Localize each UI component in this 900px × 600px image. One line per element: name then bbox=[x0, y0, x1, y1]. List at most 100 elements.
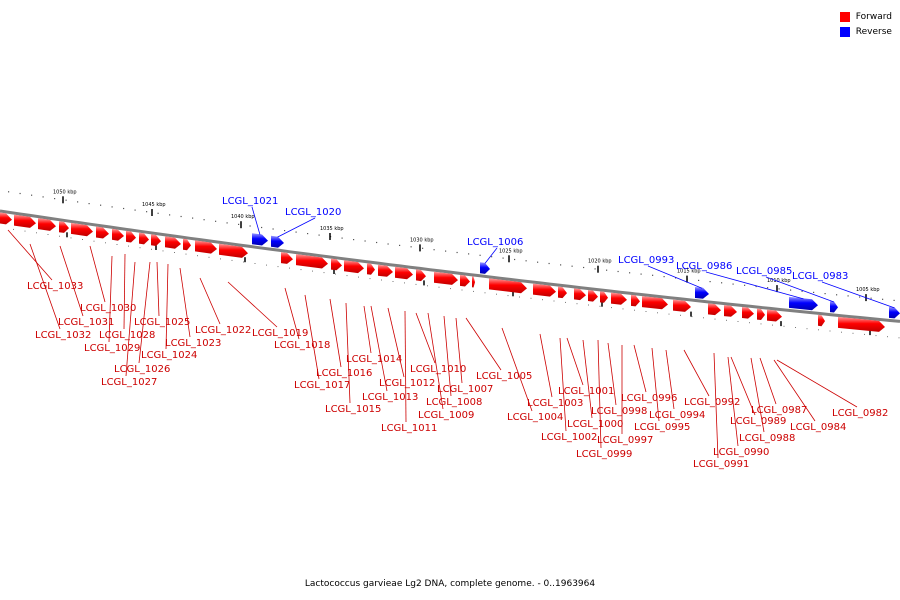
minor-tick-dot bbox=[663, 276, 665, 278]
minor-tick-dot bbox=[852, 332, 854, 334]
minor-tick-dot bbox=[882, 298, 884, 300]
gene-leader-line bbox=[59, 245, 84, 317]
forward-gene-arrow bbox=[296, 254, 328, 269]
minor-tick-dot bbox=[721, 282, 723, 284]
forward-gene-label: LCGL_1022 bbox=[195, 325, 251, 336]
gene-leader-line bbox=[759, 357, 777, 405]
reverse-gene-label: LCGL_1020 bbox=[285, 207, 341, 218]
minor-tick-dot bbox=[312, 270, 313, 272]
minor-tick-dot bbox=[645, 311, 647, 312]
minor-tick-dot bbox=[829, 330, 831, 332]
minor-tick-dot bbox=[415, 283, 417, 285]
forward-gene-label: LCGL_1031 bbox=[58, 317, 114, 328]
minor-tick-dot bbox=[36, 232, 37, 234]
minor-tick-dot bbox=[346, 275, 348, 277]
minor-tick-dot bbox=[59, 235, 60, 237]
minor-tick-dot bbox=[111, 206, 113, 208]
gene-leader-line bbox=[727, 356, 739, 447]
forward-gene-label: LCGL_0996 bbox=[621, 393, 677, 404]
reverse-gene-arrow bbox=[271, 235, 284, 248]
minor-tick-dot bbox=[783, 325, 785, 327]
minor-tick-dot bbox=[238, 223, 240, 225]
forward-gene-label: LCGL_1015 bbox=[325, 404, 381, 415]
gene-leader-line bbox=[179, 267, 191, 338]
minor-tick-dot bbox=[479, 254, 481, 256]
minor-tick-dot bbox=[801, 290, 803, 292]
minor-tick-dot bbox=[77, 201, 79, 203]
forward-gene-label: LCGL_0984 bbox=[790, 422, 846, 433]
minor-tick-dot bbox=[116, 244, 118, 245]
minor-tick-dot bbox=[358, 276, 359, 278]
minor-tick-dot bbox=[875, 335, 877, 337]
minor-tick-dot bbox=[180, 215, 182, 218]
reverse-gene-label: LCGL_1006 bbox=[467, 237, 523, 248]
forward-gene-arrow bbox=[112, 228, 124, 241]
forward-gene-label: LCGL_1011 bbox=[381, 423, 437, 434]
minor-tick-dot bbox=[410, 246, 412, 248]
reverse-gene-arrow bbox=[480, 262, 490, 274]
scale-tick-label: 1015 kbp bbox=[677, 269, 701, 275]
minor-tick-dot bbox=[162, 250, 164, 252]
minor-tick-dot bbox=[422, 247, 424, 249]
minor-tick-dot bbox=[208, 256, 210, 258]
minor-tick-dot bbox=[456, 251, 458, 254]
minor-tick-dot bbox=[70, 237, 72, 239]
gene-leader-line bbox=[415, 312, 436, 364]
minor-tick-dot bbox=[898, 337, 900, 339]
forward-gene-arrow bbox=[631, 294, 640, 307]
reverse-swatch bbox=[839, 26, 850, 37]
minor-tick-dot bbox=[146, 211, 148, 213]
minor-tick-dot bbox=[887, 336, 888, 338]
scale-tick-label: 1050 kbp bbox=[53, 189, 77, 195]
forward-gene-arrow bbox=[219, 243, 248, 258]
minor-tick-dot bbox=[427, 285, 428, 287]
minor-tick-dot bbox=[583, 266, 585, 269]
scale-tick-label: 1030 kbp bbox=[410, 237, 434, 243]
minor-tick-dot bbox=[634, 309, 635, 311]
forward-gene-label: LCGL_1003 bbox=[527, 398, 583, 409]
forward-gene-arrow bbox=[611, 292, 627, 305]
forward-gene-arrow bbox=[642, 296, 668, 310]
minor-tick-dot bbox=[657, 312, 658, 314]
gene-leader-line bbox=[125, 261, 136, 377]
minor-tick-dot bbox=[364, 240, 366, 242]
minor-tick-dot bbox=[54, 198, 56, 200]
gene-leader-line bbox=[566, 337, 584, 386]
minor-tick-dot bbox=[709, 281, 711, 283]
forward-gene-arrow bbox=[489, 278, 527, 294]
minor-tick-dot bbox=[295, 231, 297, 233]
gene-leader-line bbox=[370, 305, 388, 392]
forward-gene-label: LCGL_1001 bbox=[558, 386, 614, 397]
forward-gene-label: LCGL_1025 bbox=[134, 317, 190, 328]
forward-gene-label: LCGL_1010 bbox=[410, 364, 466, 375]
forward-gene-arrow bbox=[600, 291, 608, 303]
forward-gene-arrow bbox=[588, 290, 598, 302]
minor-tick-dot bbox=[300, 269, 302, 271]
scale-ticks: 1050 kbp 1045 kbp 1040 kbp 1035 kbp 1030 kbp… bbox=[53, 189, 880, 336]
minor-tick-dot bbox=[93, 240, 95, 242]
minor-tick-dot bbox=[893, 299, 895, 301]
forward-gene-label: LCGL_1013 bbox=[362, 392, 418, 403]
minor-tick-dot bbox=[249, 225, 251, 227]
minor-tick-dot bbox=[594, 268, 596, 270]
gene-leader-line bbox=[539, 333, 553, 398]
legend-forward-label: Forward bbox=[855, 11, 892, 22]
minor-tick-dot bbox=[185, 253, 187, 255]
forward-gene-label: LCGL_0990 bbox=[713, 447, 769, 458]
forward-gene-arrow bbox=[367, 263, 375, 275]
minor-tick-dot bbox=[433, 249, 435, 251]
minor-tick-dot bbox=[553, 300, 555, 302]
forward-gene-arrow bbox=[818, 314, 825, 327]
minor-tick-dot bbox=[502, 257, 504, 259]
scale-tick-label: 1005 kbp bbox=[856, 287, 880, 293]
minor-tick-dot bbox=[369, 278, 371, 280]
gene-leader-line bbox=[387, 307, 405, 378]
minor-tick-dot bbox=[318, 234, 320, 236]
gene-leader-line bbox=[597, 339, 602, 449]
forward-gene-label: LCGL_1012 bbox=[379, 378, 435, 389]
minor-tick-dot bbox=[266, 264, 267, 266]
minor-tick-dot bbox=[530, 297, 532, 299]
minor-tick-dot bbox=[473, 290, 474, 292]
forward-gene-arrow bbox=[574, 288, 586, 301]
forward-gene-arrow bbox=[126, 230, 136, 243]
